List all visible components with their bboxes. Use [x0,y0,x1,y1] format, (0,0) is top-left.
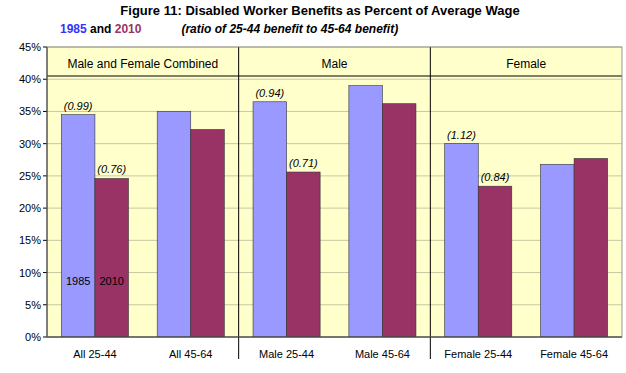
tick-mark [43,208,47,209]
series-name: 1985 [66,275,90,287]
group-separator [430,47,431,359]
labels: (0.99) 1985 (0.94) (1.12) (0.76) 2010 (0.71) (0… [64,87,510,288]
grid-line [47,272,622,273]
group-label: Male and Female Combined [67,57,218,71]
grid-line [47,240,622,241]
subtitle-part: and [87,22,115,36]
bar [349,86,383,337]
ratio-annotation: (1.12) [447,129,476,141]
x-tick-label: Female 45-64 [540,348,608,360]
tick-mark [43,111,47,112]
y-tick-label: 10% [19,267,41,279]
tick-mark [43,272,47,273]
x-tick-label: Male 45-64 [355,348,410,360]
group-separator [238,47,239,359]
series-name: 2010 [99,275,123,287]
bar [95,178,129,337]
y-tick-label: 5% [25,299,41,311]
y-tick-label: 40% [19,73,41,85]
bar [445,144,479,337]
group-header-line [239,76,431,77]
bar [541,164,575,337]
tick-mark [43,240,47,241]
group-header-line [47,76,239,77]
bars [61,86,607,337]
grid-line [47,175,622,176]
x-tick-label: All 25-44 [73,348,116,360]
ratio-annotation: (0.94) [255,87,284,99]
group-label: Male [321,57,347,71]
ratio-annotation: (0.76) [97,163,126,175]
chart: Figure 11: Disabled Worker Benefits as P… [0,0,626,373]
bar [253,102,287,337]
group-label: Female [506,57,546,71]
ratio-annotation: (0.84) [481,171,510,183]
bar [61,115,95,337]
y-tick-label: 25% [19,170,41,182]
grid-line [47,304,622,305]
bar [157,111,191,337]
bar [574,158,608,337]
subtitle-part: 2010 [115,22,142,36]
ratio-annotation: (0.99) [64,100,93,112]
tick-mark [43,79,47,80]
y-tick-label: 0% [25,331,41,343]
x-tick-label: All 45-64 [169,348,212,360]
tick-mark [43,47,47,48]
y-tick-label: 30% [19,138,41,150]
grid-line [47,111,622,112]
y-tick-label: 15% [19,234,41,246]
ratio-annotation: (0.71) [289,157,318,169]
y-tick-label: 20% [19,202,41,214]
bar [287,172,321,337]
grid-line [47,143,622,144]
tick-mark [43,143,47,144]
tick-mark [43,337,47,338]
grid-line [47,208,622,209]
title: Figure 11: Disabled Worker Benefits as P… [120,3,519,18]
subtitle-part: (ratio of 25-44 benefit to 45-64 benefit… [141,22,398,36]
bar [478,186,512,337]
bar [382,104,416,337]
plot-frame [47,47,622,337]
y-tick-label: 35% [19,105,41,117]
tick-mark [43,304,47,305]
x-tick-label: Female 25-44 [444,348,512,360]
y-tick-label: 45% [19,41,41,53]
tick-mark [43,175,47,176]
bar [191,129,225,337]
grid-line [47,79,622,80]
x-tick-label: Male 25-44 [259,348,314,360]
plot-background [47,47,622,337]
subtitle-line: 1985 and 2010 (ratio of 25-44 benefit to… [60,22,398,36]
subtitle-part: 1985 [60,22,87,36]
group-header-line [430,76,622,77]
